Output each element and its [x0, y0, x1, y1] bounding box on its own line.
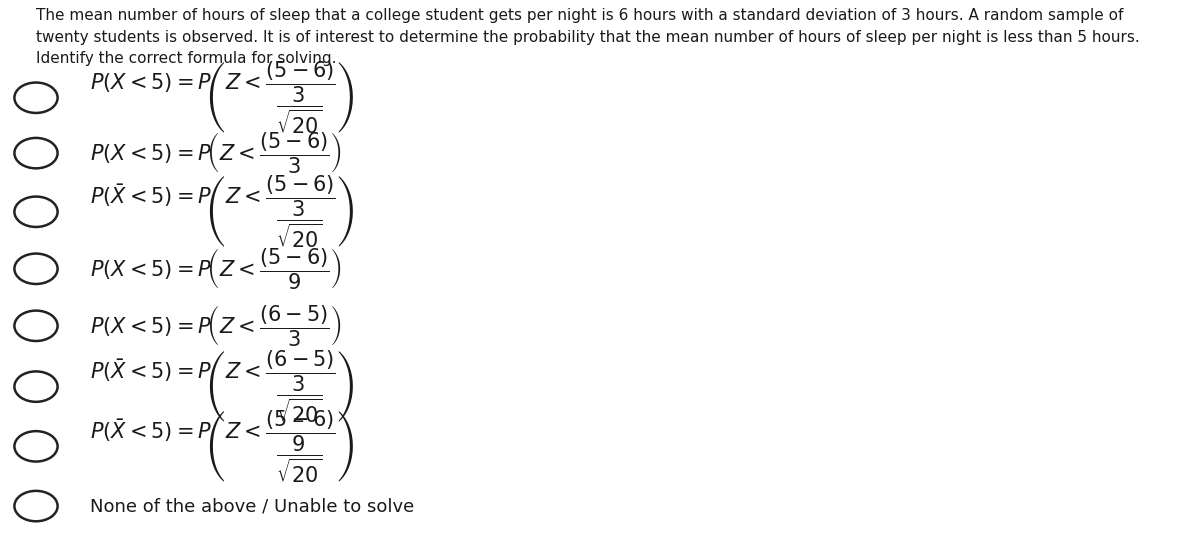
- Text: $P(X<5)=P\!\left(Z<\dfrac{(6-5)}{3}\right)$: $P(X<5)=P\!\left(Z<\dfrac{(6-5)}{3}\righ…: [90, 303, 341, 349]
- Text: $P(X<5)=P\!\left(Z<\dfrac{(5-6)}{9}\right)$: $P(X<5)=P\!\left(Z<\dfrac{(5-6)}{9}\righ…: [90, 246, 341, 292]
- Text: $P(\bar{X}<5)=P\!\left(Z<\dfrac{(5-6)}{\dfrac{3}{\sqrt{20}}}\right)$: $P(\bar{X}<5)=P\!\left(Z<\dfrac{(5-6)}{\…: [90, 174, 354, 250]
- Text: $P(X<5)=P\!\left(Z<\dfrac{(5-6)}{\dfrac{3}{\sqrt{20}}}\right)$: $P(X<5)=P\!\left(Z<\dfrac{(5-6)}{\dfrac{…: [90, 60, 354, 136]
- Text: $P(\bar{X}<5)=P\!\left(Z<\dfrac{(5-6)}{\dfrac{9}{\sqrt{20}}}\right)$: $P(\bar{X}<5)=P\!\left(Z<\dfrac{(5-6)}{\…: [90, 408, 354, 484]
- Text: $P(X<5)=P\!\left(Z<\dfrac{(5-6)}{3}\right)$: $P(X<5)=P\!\left(Z<\dfrac{(5-6)}{3}\righ…: [90, 130, 341, 176]
- Text: None of the above / Unable to solve: None of the above / Unable to solve: [90, 497, 414, 515]
- Text: The mean number of hours of sleep that a college student gets per night is 6 hou: The mean number of hours of sleep that a…: [36, 8, 1140, 66]
- Text: $P(\bar{X}<5)=P\!\left(Z<\dfrac{(6-5)}{\dfrac{3}{\sqrt{20}}}\right)$: $P(\bar{X}<5)=P\!\left(Z<\dfrac{(6-5)}{\…: [90, 349, 354, 425]
